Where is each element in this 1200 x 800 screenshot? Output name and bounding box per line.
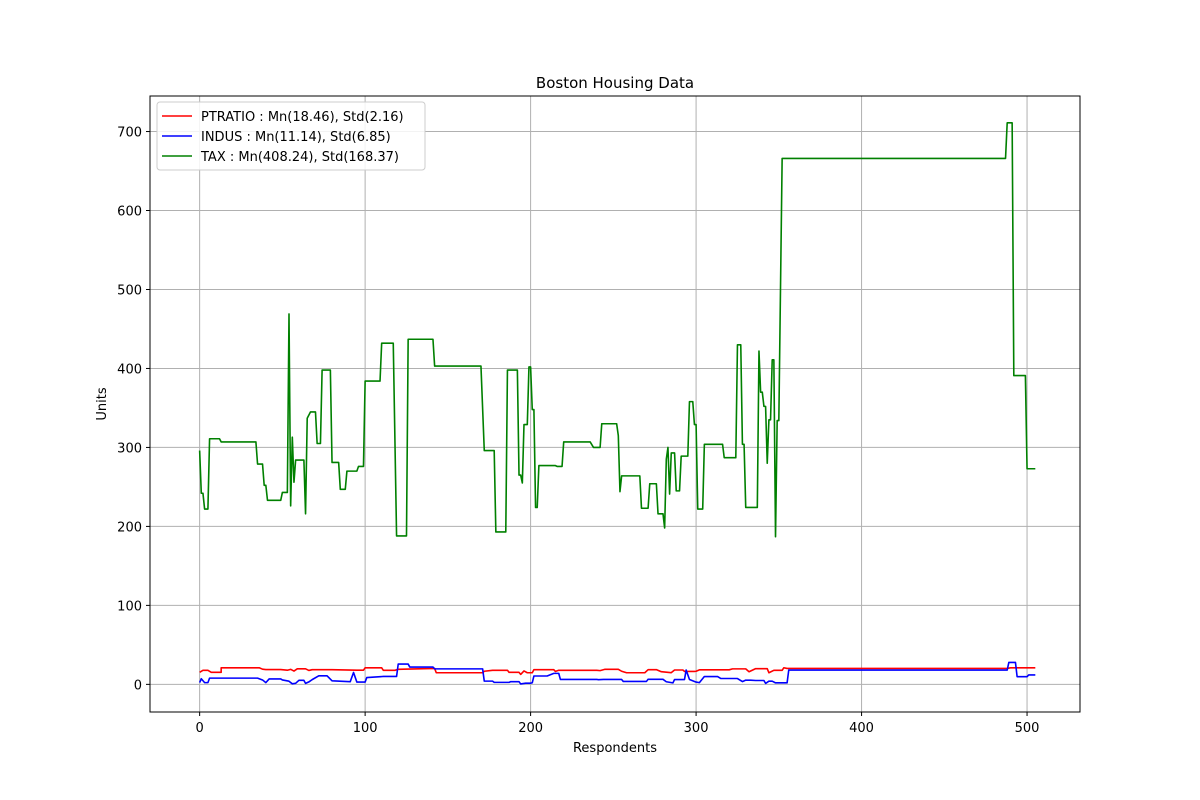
x-axis-label: Respondents — [573, 741, 657, 756]
x-tick-label: 400 — [849, 721, 874, 736]
y-tick-label: 600 — [117, 205, 142, 220]
x-tick-label: 0 — [196, 721, 204, 736]
series-line-1 — [198, 661, 1036, 685]
legend-box — [156, 101, 426, 171]
legend-label-0: PTRATIO : Mn(18.46), Std(2.16) — [201, 110, 404, 125]
y-tick-label: 200 — [117, 520, 142, 535]
y-tick-label: 500 — [117, 283, 142, 298]
axis-ticks: 0 100 200 300 400 500 0 100 200 300 400 500 600 700 — [117, 126, 1039, 736]
plot-frame — [149, 95, 1081, 713]
y-axis-label: Units — [95, 387, 110, 420]
grid-lines — [150, 96, 1080, 712]
x-tick-label: 500 — [1015, 721, 1040, 736]
y-tick-label: 100 — [117, 599, 142, 614]
series-line-0 — [199, 666, 1036, 676]
chart-title: Boston Housing Data — [536, 74, 694, 92]
y-tick-label: 300 — [117, 441, 142, 456]
x-tick-label: 300 — [684, 721, 709, 736]
y-tick-label: 700 — [117, 126, 142, 141]
legend: PTRATIO : Mn(18.46), Std(2.16) INDUS : Mn… — [156, 101, 426, 171]
y-tick-label: 400 — [117, 362, 142, 377]
x-tick-label: 200 — [518, 721, 543, 736]
y-tick-label: 0 — [134, 678, 142, 693]
x-tick-label: 100 — [353, 721, 378, 736]
legend-label-1: INDUS : Mn(11.14), Std(6.85) — [201, 130, 391, 145]
legend-label-2: TAX : Mn(408.24), Std(168.37) — [200, 150, 399, 165]
series-line-2 — [198, 122, 1036, 538]
plot-series — [198, 122, 1036, 685]
